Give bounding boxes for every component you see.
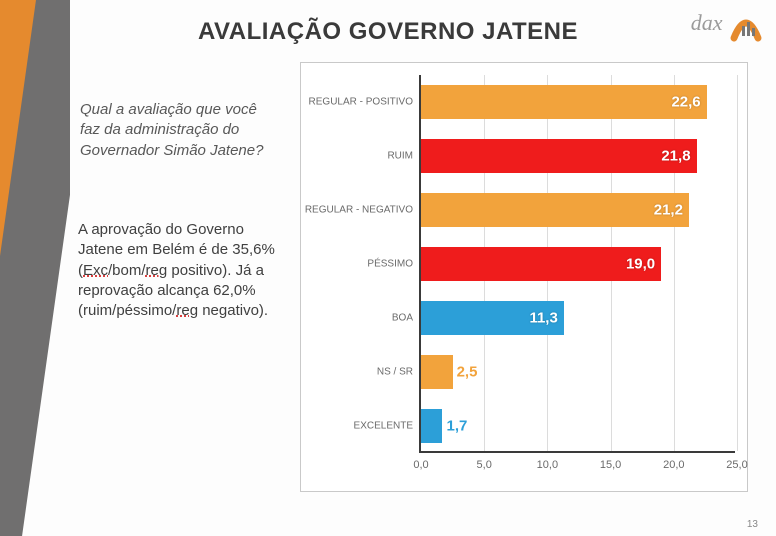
chart-x-tick: 5,0 <box>477 459 492 471</box>
chart-x-tick: 10,0 <box>537 459 558 471</box>
chart-bar <box>421 355 453 389</box>
page-number: 13 <box>747 519 758 530</box>
chart-y-label: NS / SR <box>377 367 413 378</box>
chart-x-tick: 0,0 <box>413 459 428 471</box>
chart-bar: 21,2 <box>421 193 689 227</box>
chart-y-label: REGULAR - NEGATIVO <box>305 205 413 216</box>
summary-text: A aprovação do Governo Jatene em Belém é… <box>78 220 283 321</box>
summary-part: /bom/ <box>108 262 146 279</box>
chart-y-label: EXCELENTE <box>354 421 413 432</box>
summary-underlined: Exc <box>83 262 108 279</box>
chart-plot-area: 0,05,010,015,020,025,0REGULAR - POSITIVO… <box>419 75 735 453</box>
chart-x-tick: 20,0 <box>663 459 684 471</box>
summary-part: negativo). <box>198 302 268 319</box>
evaluation-chart: 0,0 5,0 10,0 15,0 20,0 25,0 REGULAR - POSITIVO… <box>300 62 748 492</box>
chart-bar-value: 22,6 <box>671 94 700 111</box>
summary-underlined: reg <box>146 262 168 279</box>
chart-x-tick: 25,0 <box>726 459 747 471</box>
page-title: AVALIAÇÃO GOVERNO JATENE <box>0 18 776 46</box>
chart-bar: 11,3 <box>421 301 564 335</box>
chart-bar-value: 1,7 <box>446 418 729 435</box>
chart-y-label: PÉSSIMO <box>367 259 413 270</box>
chart-x-tick: 15,0 <box>600 459 621 471</box>
chart-bar-value: 11,3 <box>529 310 557 327</box>
summary-underlined: reg <box>176 302 198 319</box>
chart-bar: 19,0 <box>421 247 661 281</box>
stripe-orange <box>0 0 45 536</box>
stripe-gray <box>0 0 70 536</box>
chart-gridline <box>737 75 738 451</box>
chart-bar: 21,8 <box>421 139 697 173</box>
chart-bar-value: 19,0 <box>626 256 655 273</box>
chart-bar-value: 21,8 <box>661 148 690 165</box>
chart-gridline <box>674 75 675 451</box>
chart-y-label: REGULAR - POSITIVO <box>309 97 413 108</box>
chart-y-label: RUIM <box>387 151 413 162</box>
question-text: Qual a avaliação que você faz da adminis… <box>80 100 275 161</box>
chart-bar: 22,6 <box>421 85 707 119</box>
chart-bar-value: 21,2 <box>654 202 683 219</box>
chart-bar-value: 2,5 <box>457 364 729 381</box>
chart-bar <box>421 409 442 443</box>
chart-y-label: BOA <box>392 313 413 324</box>
side-decoration <box>0 0 70 536</box>
